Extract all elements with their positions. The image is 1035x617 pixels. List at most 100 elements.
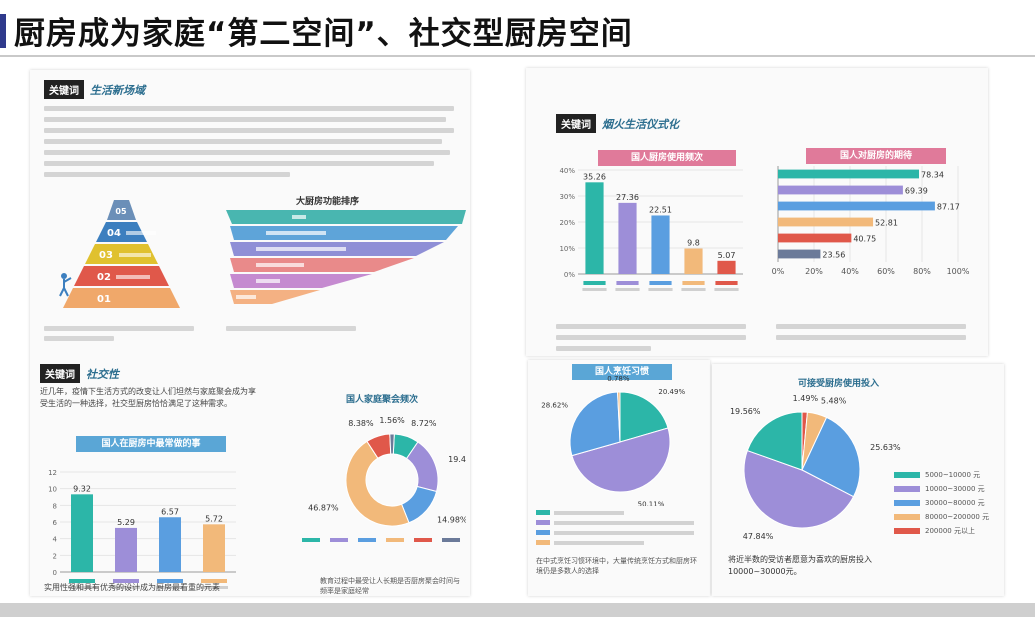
- pyramid-diagram: 05 04 03 02 01: [44, 190, 214, 310]
- pyramid-caption-line1: [44, 326, 194, 331]
- legend-label: 80000~200000 元: [925, 513, 990, 521]
- bar: [778, 185, 903, 195]
- category-label: [200, 586, 228, 589]
- bar-value-label: 87.17: [937, 202, 960, 211]
- x-tick-label: 0%: [772, 267, 785, 276]
- pyramid-level-1: [63, 288, 180, 308]
- bar-value-label: 5.29: [117, 518, 135, 527]
- x-tick-label: 100%: [947, 267, 970, 276]
- bar-value-label: 35.26: [583, 172, 606, 181]
- category-swatch: [649, 281, 672, 285]
- gathering-legend-swatch-1: [302, 538, 320, 542]
- expectation-title: 国人对厨房的期待: [806, 148, 946, 164]
- bar-value-label: 6.57: [161, 507, 179, 516]
- expectation-caption: [776, 324, 966, 346]
- cooking-habit-panel: 国人烹饪习惯 20.49% 50.11% 28.62% 0.78% 在中式烹饪习惯环境…: [528, 360, 710, 596]
- expectation-bar-chart: 0% 20% 40% 60% 80% 100% 78.34 69.39 87.17 52.81 40…: [772, 166, 970, 276]
- gathering-legend-swatch-5: [414, 538, 432, 542]
- left-infographic-panel: 关键词 生活新场域 05 04 03 02 01: [30, 70, 470, 596]
- category-label: [648, 288, 673, 291]
- slice-label: 14.98%: [437, 516, 466, 525]
- gathering-donut-chart: 8.72% 19.49% 14.98% 46.87% 8.38% 1.56%: [308, 416, 466, 527]
- investment-panel: 可接受厨房使用投入 1.49% 5.48% 25.63% 47.84% 19.56% 5…: [712, 364, 1004, 596]
- funnel-svg: [226, 210, 466, 304]
- keyword-badge: 关键词: [44, 80, 84, 99]
- legend-item: 10000~30000 元: [894, 484, 1004, 494]
- legend-item: 200000 元以上: [894, 526, 1004, 536]
- slice-label: 5.48%: [821, 397, 847, 406]
- usage-caption: [556, 324, 746, 357]
- intro-paragraph: [44, 106, 454, 183]
- y-tick-label: 20%: [559, 219, 575, 227]
- category-label: [112, 586, 140, 589]
- pie-slice: [389, 433, 395, 455]
- slide-header: 厨房成为家庭“第二空间”、社交型厨房空间: [0, 0, 1035, 56]
- bar: [778, 169, 920, 179]
- category-swatch: [682, 281, 705, 285]
- slice-label: 50.11%: [638, 501, 665, 506]
- right-top-infographic-panel: 关键词 烟火生活仪式化 国人厨房使用频次 0% 10% 20% 30% 40% 35.26…: [526, 68, 988, 356]
- pie-slice: [345, 440, 410, 527]
- title-accent-bar: [0, 14, 6, 48]
- funnel-band-6: [230, 290, 320, 304]
- slice-label: 25.63%: [870, 443, 901, 452]
- bar-value-label: 40.75: [853, 234, 876, 243]
- bar-value-label: 22.51: [649, 205, 672, 214]
- legend-label: 10000~30000 元: [925, 485, 985, 493]
- gathering-legend: [302, 538, 470, 546]
- category-swatch: [583, 281, 606, 285]
- funnel-band-2: [230, 226, 458, 240]
- slice-label: 1.56%: [379, 416, 405, 425]
- bar-value-label: 5.72: [205, 514, 223, 523]
- bottom-strip: [0, 603, 1035, 617]
- category-swatch: [201, 579, 227, 583]
- bar: [585, 182, 604, 274]
- legend-item: 30000~80000 元: [894, 498, 1004, 508]
- category-swatch: [157, 579, 183, 583]
- funnel-band-5: [230, 274, 372, 288]
- pyramid-label-3: 03: [99, 250, 113, 261]
- slice-label: 20.49%: [658, 388, 685, 396]
- keyword-subtitle: 社交性: [86, 367, 119, 381]
- bar: [684, 248, 703, 274]
- pyramid-label-2: 02: [97, 272, 111, 283]
- pyramid-svg: 05 04 03 02 01: [59, 200, 180, 308]
- cooking-legend: [536, 510, 696, 550]
- keyword-subtitle: 生活新场域: [90, 83, 145, 97]
- funnel-band-1: [226, 210, 466, 224]
- title-divider: [0, 55, 1035, 57]
- keyword-row-1: 关键词 生活新场域: [44, 80, 145, 99]
- funnel-band-4: [230, 258, 414, 272]
- slice-label: 8.72%: [411, 419, 437, 428]
- bar: [203, 524, 225, 572]
- bar-value-label: 78.34: [921, 170, 944, 179]
- pie-slice: [571, 427, 671, 493]
- slide-title: 厨房成为家庭“第二空间”、社交型厨房空间: [14, 16, 633, 52]
- bar: [717, 260, 736, 274]
- person-icon: [61, 273, 67, 279]
- pie-slice: [746, 411, 803, 471]
- y-tick-label: 10%: [559, 245, 575, 253]
- keyword-subtitle: 烟火生活仪式化: [602, 117, 679, 131]
- gathering-legend-swatch-6: [442, 538, 460, 542]
- pyramid-label-4: 04: [107, 228, 121, 239]
- slice-label: 46.87%: [308, 504, 339, 513]
- x-tick-label: 80%: [913, 267, 931, 276]
- slice-label: 19.49%: [448, 455, 466, 464]
- usage-frequency-title: 国人厨房使用频次: [598, 150, 736, 166]
- pyramid-label-1: 01: [97, 294, 111, 305]
- pyramid-level-5: [107, 200, 136, 220]
- pie-slice: [801, 416, 861, 498]
- bar: [651, 215, 670, 274]
- keyword-badge: 关键词: [40, 364, 80, 383]
- activity-bar-chart-title: 国人在厨房中最常做的事: [76, 436, 226, 452]
- legend-label: 5000~10000 元: [925, 471, 981, 479]
- bar-value-label: 27.36: [616, 193, 639, 202]
- y-tick-label: 8: [53, 502, 57, 510]
- activity-chart-caption: 实用性强和具有优秀的设计成为厨房最看重的元素: [44, 583, 220, 592]
- gathering-legend-swatch-4: [386, 538, 404, 542]
- category-label: [582, 288, 607, 291]
- pyramid-caption-line2: [44, 336, 114, 341]
- pyramid-level-4: [96, 222, 147, 242]
- legend-swatch: [894, 472, 920, 478]
